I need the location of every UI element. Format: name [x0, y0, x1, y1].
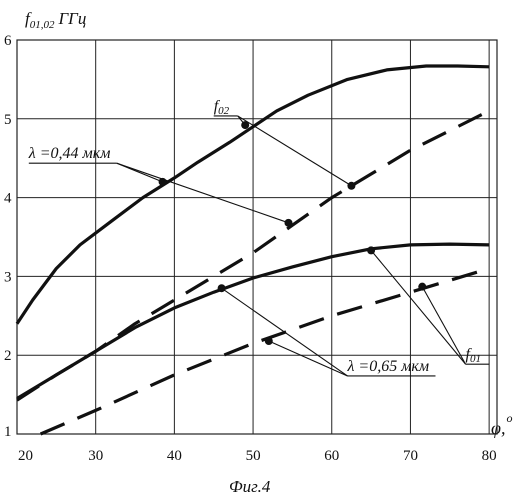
- y-tick-label: 5: [4, 112, 12, 128]
- y-tick-label: 6: [4, 33, 12, 49]
- annotation-label-1: λ =0,44 мкм: [28, 145, 111, 162]
- x-tick-label: 20: [18, 448, 33, 464]
- x-tick-label: 60: [324, 448, 339, 464]
- annotation-label-2: λ =0,65 мкм: [346, 358, 429, 375]
- annotation-label-4: f01: [466, 346, 481, 365]
- x-tick-label: 40: [167, 448, 182, 464]
- annotation-leader-4: [371, 250, 465, 364]
- x-axis-label: φ,o: [491, 411, 512, 438]
- annotation-marker-3: [347, 182, 355, 190]
- annotation-label-subscript: 01: [470, 353, 481, 365]
- x-tick-label: 50: [246, 448, 261, 464]
- y-axis-label-subscript: 01,02: [30, 19, 55, 31]
- annotation-leader-2: [222, 288, 348, 376]
- annotation-leader-3: [238, 116, 352, 186]
- y-tick-label: 1: [4, 424, 12, 440]
- annotation-marker-4: [418, 283, 426, 291]
- annotation-label-3: f02: [214, 98, 230, 117]
- annotation-marker-2: [265, 337, 273, 345]
- y-axis-label: f01,02ГГц: [25, 9, 86, 31]
- x-axis-label-symbol: φ,: [491, 418, 505, 438]
- y-tick-label: 4: [4, 191, 12, 207]
- x-tick-label: 30: [88, 448, 103, 464]
- series-line-4: [41, 269, 490, 435]
- annotation-marker-4: [367, 246, 375, 254]
- annotation-label-subscript: 02: [218, 105, 230, 117]
- annotation-leader-4: [422, 287, 465, 364]
- x-tick-label: 70: [403, 448, 418, 464]
- y-axis-label-unit: ГГц: [57, 9, 86, 28]
- annotation-leader-1: [117, 163, 289, 223]
- y-tick-label: 3: [4, 269, 12, 285]
- callouts-layer: λ =0,44 мкм λ =0,65 мкм f02 f01: [28, 98, 490, 376]
- figure-caption: Фиг.4: [229, 477, 271, 496]
- y-tick-label: 2: [4, 348, 12, 364]
- x-axis-label-unit: o: [506, 411, 512, 425]
- annotation-leader-2: [269, 341, 348, 376]
- x-tick-label: 80: [482, 448, 497, 464]
- annotation-marker-1: [284, 219, 292, 227]
- annotation-marker-2: [218, 284, 226, 292]
